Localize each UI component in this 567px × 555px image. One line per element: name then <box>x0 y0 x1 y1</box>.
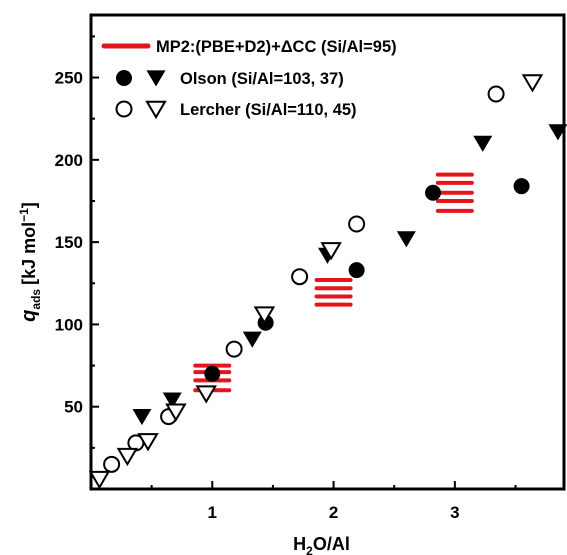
y-tick-label: 250 <box>55 69 83 88</box>
legend-entry-label: Lercher (Si/Al=110, 45) <box>180 101 357 119</box>
y-tick-label: 50 <box>64 398 83 417</box>
olson-circle-point <box>425 184 442 201</box>
lercher-triangle-point <box>521 74 544 93</box>
legend-entry-label: Olson (Si/Al=103, 37) <box>180 70 344 88</box>
x-axis-title-subscript: 2 <box>306 544 313 555</box>
olson-circle-point <box>348 262 365 279</box>
lercher-triangle-point <box>195 385 217 404</box>
x-tick-label: 1 <box>208 503 217 522</box>
y-axis-title: qads [kJ mol−1] <box>17 202 43 322</box>
legend-entry-label: MP2:(PBE+D2)+ΔCC (Si/Al=95) <box>156 38 397 56</box>
lercher-triangle-point <box>253 306 276 325</box>
y-tick-label: 100 <box>55 315 83 334</box>
plot-frame <box>89 13 566 491</box>
lercher-triangle-point <box>88 470 111 490</box>
olson-circle-point <box>513 178 530 195</box>
legend-olson-circle-point-marker <box>116 70 132 86</box>
x-axis-title-tail: O/Al <box>313 534 350 554</box>
legend-olson-triangle-point-marker <box>146 70 166 87</box>
olson-triangle-point <box>242 331 262 348</box>
y-axis-title-subscript: ads <box>29 289 43 310</box>
x-axis-title-main: H <box>293 534 306 554</box>
lercher-circle-point <box>103 455 121 473</box>
x-tick-label: 3 <box>450 503 459 522</box>
ticks-layer: 1 2 3 50 100 150 200 250 <box>55 35 517 522</box>
x-tick-label: 2 <box>329 503 338 522</box>
legend-lercher-triangle-point-marker <box>145 100 167 120</box>
y-axis-title-close: ] <box>19 202 39 208</box>
olson-triangle-point <box>473 135 493 152</box>
lercher-triangle-point <box>137 433 159 452</box>
olson-triangle-point <box>548 124 567 141</box>
olson-triangle-point <box>162 392 182 409</box>
x-axis-title: H2O/Al <box>293 534 350 555</box>
legend: MP2:(PBE+D2)+ΔCC (Si/Al=95) Olson (Si/Al=… <box>101 38 397 120</box>
lercher-triangle-point <box>116 447 139 467</box>
y-tick-label: 150 <box>55 233 83 252</box>
y-tick-label: 200 <box>55 151 83 170</box>
lercher-triangle-point <box>320 242 342 261</box>
olson-triangle-point <box>132 408 152 426</box>
lercher-circle-point <box>487 85 505 103</box>
y-axis-title-superscript: −1 <box>17 208 31 222</box>
lercher-triangle-point <box>165 403 187 422</box>
lercher-circle-point <box>348 215 366 233</box>
legend-lercher-circle-point-marker <box>115 100 133 118</box>
y-axis-title-symbol: q <box>18 310 40 322</box>
olson-triangle-point <box>396 231 416 248</box>
olson-circle-point <box>204 365 221 382</box>
data-points-layer <box>88 74 567 490</box>
lercher-circle-point <box>291 268 309 286</box>
y-axis-title-unit: [kJ mol <box>19 222 39 285</box>
lercher-circle-point <box>225 340 243 358</box>
